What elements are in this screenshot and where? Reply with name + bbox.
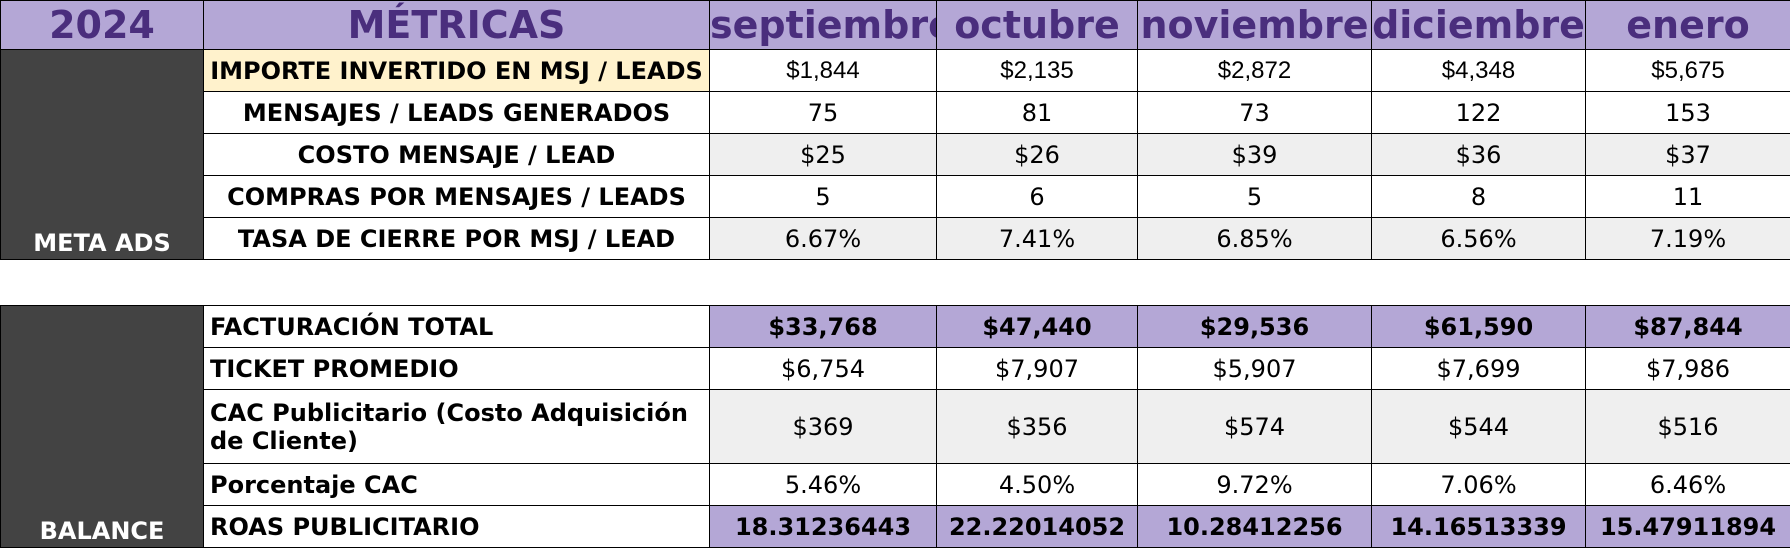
table-row: CAC Publicitario (Costo Adquisición de C… [1, 389, 1790, 464]
value-cell[interactable]: $1,844 [709, 49, 937, 92]
value-cell[interactable]: $37 [1585, 133, 1790, 176]
value-cell[interactable]: 11 [1585, 175, 1790, 218]
value-cell[interactable]: $574 [1137, 389, 1372, 464]
metric-label-cell[interactable]: COSTO MENSAJE / LEAD [203, 133, 710, 176]
value-cell[interactable]: 5 [709, 175, 937, 218]
value-cell[interactable]: 18.31236443 [709, 505, 937, 548]
value-cell[interactable]: 9.72% [1137, 463, 1372, 506]
month-header-cell[interactable]: octubre [936, 0, 1138, 50]
metric-label-cell[interactable]: Porcentaje CAC [203, 463, 710, 506]
value-cell[interactable]: 6.46% [1585, 463, 1790, 506]
table-row: META ADS IMPORTE INVERTIDO EN MSJ / LEAD… [0, 49, 1790, 260]
value-cell[interactable]: $33,768 [709, 305, 937, 348]
value-cell[interactable]: 6.56% [1371, 217, 1586, 260]
month-header-cell[interactable]: enero [1585, 0, 1790, 50]
metric-label-cell[interactable]: IMPORTE INVERTIDO EN MSJ / LEADS [203, 49, 710, 92]
metric-label-cell[interactable]: COMPRAS POR MENSAJES / LEADS [203, 175, 710, 218]
meta-ads-group-label[interactable]: META ADS [0, 49, 204, 260]
value-cell[interactable]: 15.47911894 [1585, 505, 1790, 548]
value-cell[interactable]: $2,872 [1137, 49, 1372, 92]
value-cell[interactable]: 6.67% [709, 217, 937, 260]
value-cell[interactable]: $61,590 [1371, 305, 1586, 348]
value-cell[interactable]: $7,907 [936, 347, 1138, 390]
month-header-cell[interactable]: septiembre [709, 0, 937, 50]
value-cell[interactable]: 122 [1371, 91, 1586, 134]
table-row: COSTO MENSAJE / LEAD $25 $26 $39 $36 $37 [1, 133, 1790, 176]
table-row: TICKET PROMEDIO $6,754 $7,907 $5,907 $7,… [1, 347, 1790, 390]
value-cell[interactable]: $36 [1371, 133, 1586, 176]
value-cell[interactable]: $2,135 [936, 49, 1138, 92]
value-cell[interactable]: 8 [1371, 175, 1586, 218]
value-cell[interactable]: 7.19% [1585, 217, 1790, 260]
value-cell[interactable]: $47,440 [936, 305, 1138, 348]
month-header-cell[interactable]: diciembre [1371, 0, 1586, 50]
metric-label-cell[interactable]: CAC Publicitario (Costo Adquisición de C… [203, 389, 710, 464]
value-cell[interactable]: 7.41% [936, 217, 1138, 260]
value-cell[interactable]: $29,536 [1137, 305, 1372, 348]
value-cell[interactable]: 5.46% [709, 463, 937, 506]
value-cell[interactable]: 6 [936, 175, 1138, 218]
table-row: COMPRAS POR MENSAJES / LEADS 5 6 5 8 11 [1, 175, 1790, 218]
month-header-cell[interactable]: noviembre [1137, 0, 1372, 50]
balance-table: BALANCE FACTURACIÓN TOTAL $33,768 $47,44… [0, 305, 1790, 548]
table-row: TASA DE CIERRE POR MSJ / LEAD 6.67% 7.41… [1, 217, 1790, 260]
value-cell[interactable]: $87,844 [1585, 305, 1790, 348]
value-cell[interactable]: 5 [1137, 175, 1372, 218]
value-cell[interactable]: $25 [709, 133, 937, 176]
metric-label-cell[interactable]: TASA DE CIERRE POR MSJ / LEAD [203, 217, 710, 260]
value-cell[interactable]: $7,699 [1371, 347, 1586, 390]
balance-group-label[interactable]: BALANCE [0, 305, 204, 548]
meta-ads-table: 2024 MÉTRICAS septiembre octubre noviemb… [0, 0, 1790, 260]
metric-label-cell[interactable]: FACTURACIÓN TOTAL [203, 305, 710, 348]
value-cell[interactable]: 22.22014052 [936, 505, 1138, 548]
value-cell[interactable]: $4,348 [1371, 49, 1586, 92]
value-cell[interactable]: 14.16513339 [1371, 505, 1586, 548]
value-cell[interactable]: $356 [936, 389, 1138, 464]
value-cell[interactable]: 75 [709, 91, 937, 134]
metric-label-cell[interactable]: MENSAJES / LEADS GENERADOS [203, 91, 710, 134]
value-cell[interactable]: 153 [1585, 91, 1790, 134]
value-cell[interactable]: 73 [1137, 91, 1372, 134]
value-cell[interactable]: 81 [936, 91, 1138, 134]
value-cell[interactable]: $369 [709, 389, 937, 464]
table-row: Porcentaje CAC 5.46% 4.50% 9.72% 7.06% 6… [1, 463, 1790, 506]
value-cell[interactable]: 7.06% [1371, 463, 1586, 506]
value-cell[interactable]: $39 [1137, 133, 1372, 176]
value-cell[interactable]: 4.50% [936, 463, 1138, 506]
spacer-row [0, 264, 1790, 305]
table-row: ROAS PUBLICITARIO 18.31236443 22.2201405… [1, 505, 1790, 548]
header-row: 2024 MÉTRICAS septiembre octubre noviemb… [0, 0, 1790, 50]
metric-label-cell[interactable]: ROAS PUBLICITARIO [203, 505, 710, 548]
value-cell[interactable]: $6,754 [709, 347, 937, 390]
metrics-header-cell[interactable]: MÉTRICAS [203, 0, 710, 50]
metric-label-cell[interactable]: TICKET PROMEDIO [203, 347, 710, 390]
table-row: MENSAJES / LEADS GENERADOS 75 81 73 122 … [1, 91, 1790, 134]
value-cell[interactable]: $26 [936, 133, 1138, 176]
value-cell[interactable]: 10.28412256 [1137, 505, 1372, 548]
table-row: BALANCE FACTURACIÓN TOTAL $33,768 $47,44… [0, 305, 1790, 548]
value-cell[interactable]: $7,986 [1585, 347, 1790, 390]
value-cell[interactable]: $516 [1585, 389, 1790, 464]
value-cell[interactable]: $5,907 [1137, 347, 1372, 390]
year-header-cell[interactable]: 2024 [0, 0, 204, 50]
value-cell[interactable]: $5,675 [1585, 49, 1790, 92]
value-cell[interactable]: $544 [1371, 389, 1586, 464]
value-cell[interactable]: 6.85% [1137, 217, 1372, 260]
